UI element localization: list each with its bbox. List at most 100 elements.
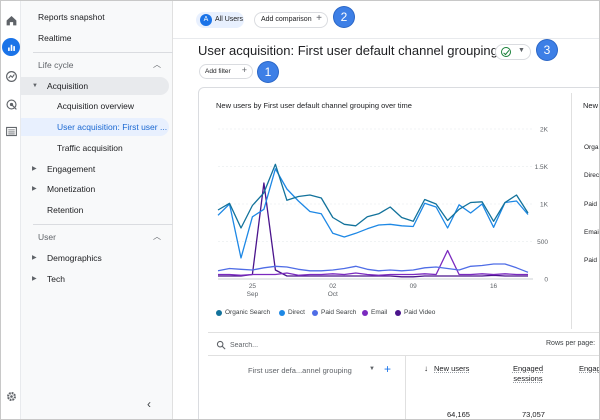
series-line-paid-search (217, 263, 529, 273)
nav-section-lifecycle[interactable]: Life cycle ︿ (21, 56, 173, 74)
nav-demographics-label: Demographics (47, 253, 102, 263)
series-line-organic-search (217, 163, 529, 229)
nav-engagement-label: Engagement (47, 164, 96, 174)
nav-user-acquisition-label: User acquisition: First user ... (57, 122, 168, 132)
nav-divider (33, 224, 173, 225)
chevron-up-icon: ︿ (153, 232, 161, 241)
add-filter-button[interactable]: Add filter + (199, 64, 253, 79)
legend-label: Paid Search (321, 309, 357, 316)
add-comparison-button[interactable]: Add comparison + (254, 12, 328, 28)
column-header-new-users[interactable]: New users (434, 364, 470, 373)
bar-panel-label: Direc (584, 172, 600, 179)
nav-section-lifecycle-label: Life cycle (38, 60, 74, 70)
sort-descending-arrow-icon: ↓ (424, 364, 428, 373)
triangle-right-icon: ▶ (32, 166, 37, 172)
y-tick-label: 1K (540, 202, 549, 209)
nav-divider (33, 52, 173, 53)
y-tick-label: 500 (537, 239, 548, 246)
nav-monetization-label: Monetization (47, 184, 96, 194)
search-icon (216, 340, 226, 350)
legend-label: Organic Search (225, 309, 271, 316)
nav-tech[interactable]: ▶ Tech (21, 270, 173, 288)
y-tick-label: 1.5K (535, 164, 549, 171)
legend-dot (395, 310, 401, 316)
nav-acquisition[interactable]: ▼ Acquisition (21, 77, 169, 95)
nav-tech-label: Tech (47, 274, 65, 284)
bar-panel-label: Emai (584, 229, 599, 236)
triangle-right-icon: ▶ (32, 186, 37, 192)
chart-title: New users by First user default channel … (216, 101, 412, 110)
divider (208, 355, 599, 356)
segment-avatar: A (200, 14, 212, 26)
series-line-direct (217, 168, 529, 259)
divider (208, 332, 599, 333)
y-tick-label: 0 (544, 277, 548, 284)
data-quality-status-chip[interactable]: ▼ (495, 44, 531, 60)
legend-label: Email (371, 309, 388, 316)
advertising-icon[interactable] (4, 97, 18, 111)
nav-monetization[interactable]: ▶ Monetization (21, 180, 173, 198)
caret-down-icon: ▼ (518, 47, 525, 54)
x-tick-label-month: Sep (247, 291, 259, 298)
nav-retention[interactable]: Retention (47, 205, 84, 215)
table-search-input[interactable] (230, 339, 390, 351)
add-dimension-plus-icon[interactable]: + (384, 362, 392, 376)
triangle-right-icon: ▶ (32, 276, 37, 282)
chevron-up-icon: ︿ (153, 60, 161, 69)
nav-section-user[interactable]: User ︿ (21, 228, 173, 246)
explore-icon[interactable] (4, 69, 18, 83)
page-title: User acquisition: First user default cha… (198, 43, 498, 58)
legend-dot (279, 310, 285, 316)
all-users-label: All Users (215, 16, 244, 23)
comparison-bar: A All Users Add comparison + (173, 1, 599, 39)
nav-traffic-acquisition[interactable]: Traffic acquisition (57, 143, 123, 153)
column-header-engaged-sessions[interactable]: Engaged sessions (512, 364, 544, 383)
nav-reports-snapshot[interactable]: Reports snapshot (38, 12, 105, 22)
all-users-chip[interactable]: A All Users (196, 12, 244, 28)
reports-icon[interactable] (2, 38, 20, 56)
list-icon[interactable] (4, 124, 18, 138)
bar-panel-label: Orga (584, 144, 599, 151)
x-tick-label: 16 (490, 283, 498, 290)
nav-demographics[interactable]: ▶ Demographics (21, 249, 173, 267)
home-icon[interactable] (4, 13, 18, 27)
total-engaged-sessions: 73,057 (522, 410, 545, 419)
nav-realtime[interactable]: Realtime (38, 33, 72, 43)
legend-dot (216, 310, 222, 316)
add-filter-label: Add filter (205, 68, 231, 75)
x-tick-label: 02 (329, 283, 337, 290)
bar-panel-label: Paid (584, 201, 598, 208)
nav-engagement[interactable]: ▶ Engagement (21, 160, 173, 178)
nav-acquisition-overview[interactable]: Acquisition overview (57, 101, 135, 111)
nav-section-user-label: User (38, 232, 56, 242)
nav-acquisition-label: Acquisition (47, 81, 89, 91)
callout-badge-3: 3 (537, 40, 557, 60)
nav-user-acquisition[interactable]: User acquisition: First user ... (21, 118, 169, 136)
column-divider (405, 355, 406, 419)
caret-down-icon[interactable]: ▼ (369, 366, 375, 372)
add-comparison-label: Add comparison (261, 16, 312, 23)
legend-label: Paid Video (404, 309, 436, 316)
y-tick-label: 2K (540, 127, 549, 134)
column-header-engagement[interactable]: Engag (579, 364, 600, 373)
x-tick-label: 25 (249, 283, 257, 290)
plus-icon: + (241, 65, 247, 75)
plus-icon: + (316, 13, 322, 24)
legend-label: Direct (288, 309, 305, 316)
series-line-email (218, 249, 528, 276)
callout-badge-1: 1 (258, 62, 278, 82)
x-tick-label: 09 (410, 283, 418, 290)
bar-panel-title: New (583, 101, 599, 110)
left-rail (1, 1, 21, 419)
collapse-nav-chevron-icon[interactable]: ‹ (147, 397, 151, 411)
reports-nav: Reports snapshot Realtime Life cycle ︿ ▼… (21, 1, 173, 419)
report-card (198, 87, 599, 419)
total-new-users: 64,165 (447, 410, 470, 419)
callout-badge-2: 2 (334, 7, 354, 27)
settings-gear-icon[interactable] (4, 389, 18, 403)
legend-dot (362, 310, 368, 316)
triangle-down-icon: ▼ (32, 83, 38, 89)
dimension-column-header[interactable]: First user defa...annel grouping (248, 366, 352, 375)
